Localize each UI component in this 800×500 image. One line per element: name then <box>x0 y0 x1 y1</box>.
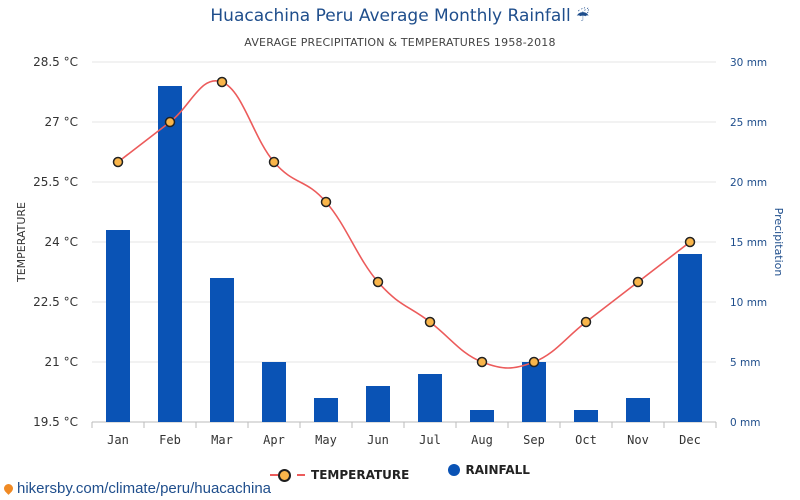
rainfall-bar <box>210 278 234 422</box>
x-tick-label: Jun <box>367 433 389 447</box>
rainfall-bar <box>158 86 182 422</box>
rainfall-bar <box>470 410 494 422</box>
legend-line-segment <box>297 474 306 476</box>
temperature-point <box>216 76 228 88</box>
chart-subtitle: AVERAGE PRECIPITATION & TEMPERATURES 195… <box>244 36 556 49</box>
x-tick-label: Jul <box>419 433 441 447</box>
x-tick-label: Dec <box>679 433 701 447</box>
rainfall-bar <box>626 398 650 422</box>
x-tick-label: Apr <box>263 433 285 447</box>
legend-line-segment <box>270 474 279 476</box>
rainfall-bar <box>314 398 338 422</box>
right-axis-title: Precipitation <box>772 208 785 277</box>
umbrella-icon: ☔ <box>576 7 590 25</box>
temperature-points <box>112 76 696 368</box>
temperature-point <box>528 356 540 368</box>
left-tick-label: 25.5 °C <box>33 175 78 189</box>
left-tick-label: 22.5 °C <box>33 295 78 309</box>
left-tick-label: 19.5 °C <box>33 415 78 429</box>
x-tick-label: Feb <box>159 433 181 447</box>
left-tick-label: 21 °C <box>45 355 78 369</box>
temperature-point <box>476 356 488 368</box>
temperature-point <box>632 276 644 288</box>
x-tick-label: Sep <box>523 433 545 447</box>
temperature-point <box>684 236 696 248</box>
legend-temperature-marker <box>278 468 292 482</box>
chart-svg: Jan Feb Mar Apr May Jun Jul Aug Sep Oct Nov Dec 19.… <box>15 55 785 447</box>
right-tick-label: 0 mm <box>730 417 760 429</box>
left-axis-ticks: 19.5 °C 21 °C 22.5 °C 24 °C 25.5 °C 27 °C 28.5… <box>33 55 78 429</box>
x-tick-label: May <box>315 433 337 447</box>
legend-temperature-label: TEMPERATURE <box>311 468 410 482</box>
legend-temperature[interactable]: TEMPERATURE <box>270 468 409 482</box>
temperature-point <box>268 156 280 168</box>
left-tick-label: 24 °C <box>45 235 78 249</box>
x-tick-label: Mar <box>211 433 233 447</box>
x-tick-label: Jan <box>107 433 129 447</box>
legend: TEMPERATURE RAINFALL <box>0 463 800 482</box>
x-tick-label: Aug <box>471 433 493 447</box>
temperature-point <box>372 276 384 288</box>
x-axis-ticks: Jan Feb Mar Apr May Jun Jul Aug Sep Oct Nov Dec <box>91 422 717 447</box>
temperature-point <box>580 316 592 328</box>
left-axis-title: TEMPERATURE <box>15 202 28 283</box>
chart-title: Huacachina Peru Average Monthly Rainfall… <box>0 6 800 26</box>
left-tick-label: 27 °C <box>45 115 78 129</box>
temperature-point <box>164 116 176 128</box>
right-tick-label: 25 mm <box>730 117 767 129</box>
rainfall-bar <box>106 230 130 422</box>
grid-lines <box>92 61 716 423</box>
temperature-point <box>112 156 124 168</box>
rainfall-bars <box>106 86 702 422</box>
location-pin-icon <box>2 482 15 495</box>
legend-rainfall[interactable]: RAINFALL <box>434 463 530 477</box>
x-tick-label: Oct <box>575 433 597 447</box>
rainfall-bar <box>678 254 702 422</box>
legend-rainfall-label: RAINFALL <box>465 463 530 477</box>
chart-title-text: Huacachina Peru Average Monthly Rainfall <box>210 6 571 26</box>
rainfall-bar <box>262 362 286 422</box>
rainfall-bar <box>418 374 442 422</box>
rainfall-bar <box>522 362 546 422</box>
legend-rainfall-marker <box>447 464 460 476</box>
x-tick-label: Nov <box>627 433 649 447</box>
temperature-line <box>117 79 691 369</box>
rainfall-bar <box>366 386 390 422</box>
source-link-text: hikersby.com/climate/peru/huacachina <box>17 480 272 497</box>
rainfall-bar <box>574 410 598 422</box>
temperature-point <box>424 316 436 328</box>
left-tick-label: 28.5 °C <box>33 55 78 69</box>
right-tick-label: 5 mm <box>730 357 760 369</box>
right-tick-label: 30 mm <box>730 57 767 69</box>
temperature-point <box>320 196 332 208</box>
source-link[interactable]: hikersby.com/climate/peru/huacachina <box>2 480 272 497</box>
right-tick-label: 10 mm <box>730 297 767 309</box>
right-tick-label: 15 mm <box>730 237 767 249</box>
right-axis-ticks: 0 mm 5 mm 10 mm 15 mm 20 mm 25 mm 30 mm <box>730 57 767 429</box>
right-tick-label: 20 mm <box>730 177 767 189</box>
